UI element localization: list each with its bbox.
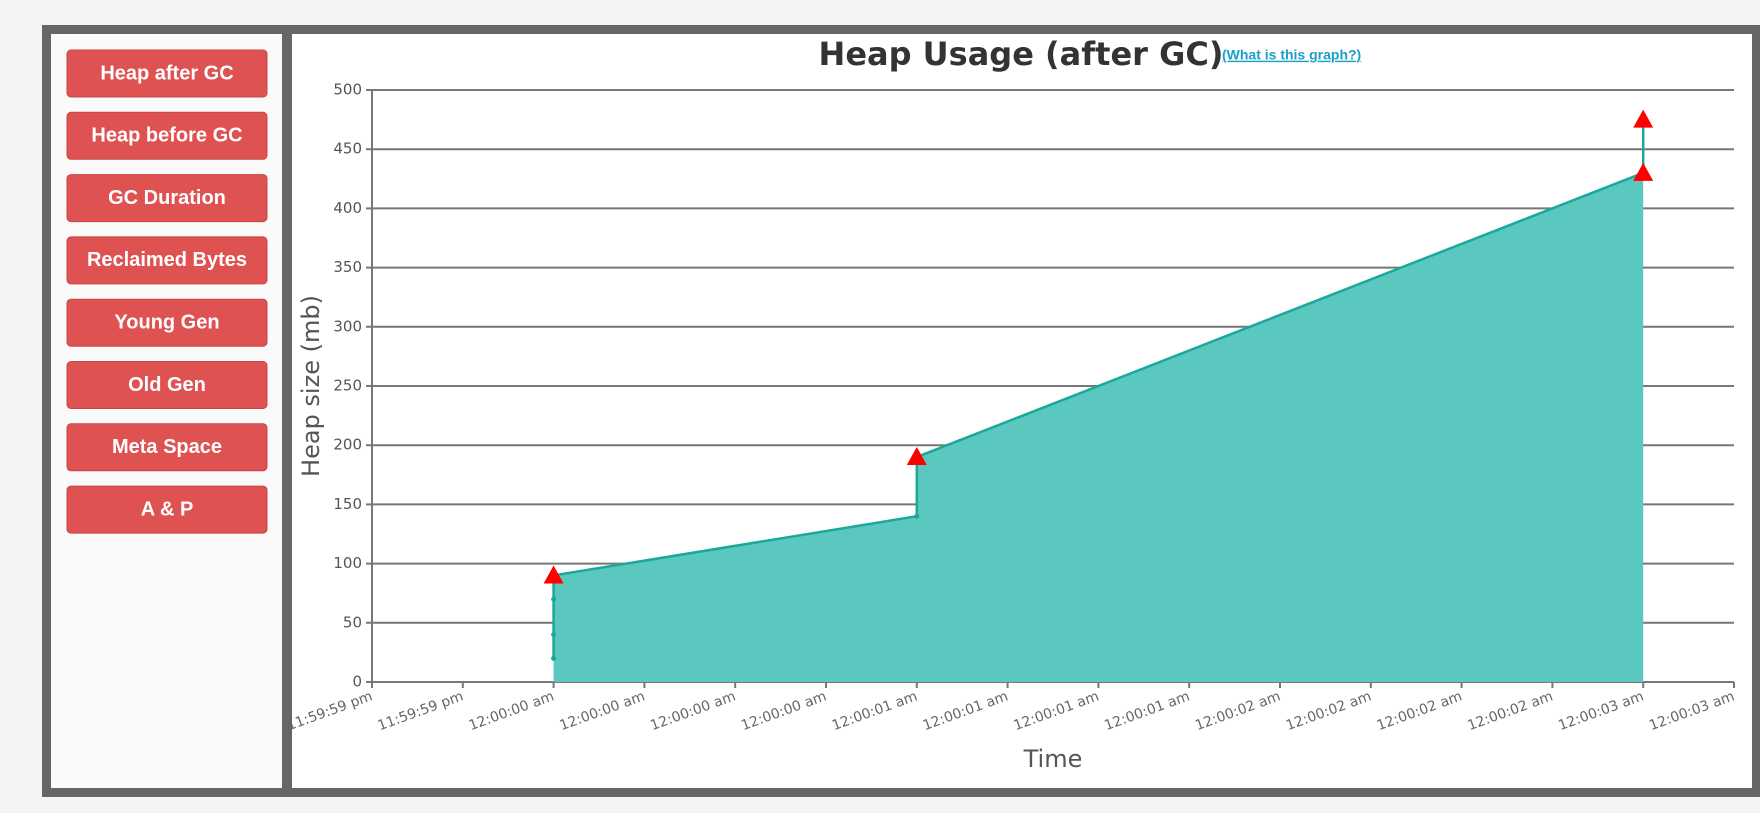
y-tick-label: 200 (333, 436, 362, 454)
y-tick-label: 50 (343, 613, 362, 631)
y-tick-label: 300 (333, 317, 362, 335)
button-bg (66, 236, 268, 285)
button-label: Reclaimed Bytes (87, 249, 247, 271)
button-bg (66, 298, 268, 347)
marker (1633, 109, 1654, 128)
y-tick-label: 0 (352, 673, 362, 691)
marker (906, 447, 927, 466)
nav-button[interactable]: Old Gen (66, 361, 268, 409)
marker (1633, 162, 1654, 181)
y-tick-label: 400 (333, 199, 362, 217)
marker (543, 565, 564, 584)
nav-button[interactable]: Heap before GC (66, 111, 268, 160)
x-axis-label: Time (1023, 745, 1083, 773)
point (551, 655, 557, 661)
button-bg (66, 174, 268, 223)
button-bg (66, 111, 268, 160)
area (553, 119, 1644, 683)
point (914, 513, 920, 519)
button-bg (66, 423, 268, 472)
button-label: Heap after GC (100, 62, 233, 84)
button-label: A & P (141, 498, 194, 520)
button-label: GC Duration (108, 187, 226, 209)
line (552, 119, 1645, 659)
chart-title: Heap Usage (after GC) (819, 35, 1224, 73)
y-axis-label: Heap size (mb) (297, 295, 325, 477)
nav-button[interactable]: Reclaimed Bytes (66, 236, 268, 285)
y-tick-label: 150 (333, 495, 362, 513)
button-bg (66, 361, 268, 409)
nav-button[interactable]: Young Gen (66, 298, 268, 347)
button-bg (66, 49, 268, 98)
nav-button[interactable]: GC Duration (66, 174, 268, 223)
nav-button[interactable]: A & P (66, 485, 268, 534)
y-tick-label: 350 (333, 258, 362, 276)
button-label: Young Gen (114, 311, 219, 333)
y-tick-label: 100 (333, 554, 362, 572)
button-label: Heap before GC (91, 125, 242, 147)
nav-button[interactable]: Meta Space (66, 423, 268, 472)
button-label: Old Gen (128, 374, 206, 396)
nav-button[interactable]: Heap after GC (66, 49, 268, 98)
y-tick-label: 250 (333, 377, 362, 395)
point (551, 596, 557, 602)
point (551, 632, 557, 638)
y-tick-label: 500 (333, 81, 362, 99)
y-tick-label: 450 (333, 140, 362, 158)
button-bg (66, 485, 268, 534)
help-link[interactable]: (What is this graph?) (1222, 47, 1361, 63)
button-label: Meta Space (112, 436, 222, 458)
